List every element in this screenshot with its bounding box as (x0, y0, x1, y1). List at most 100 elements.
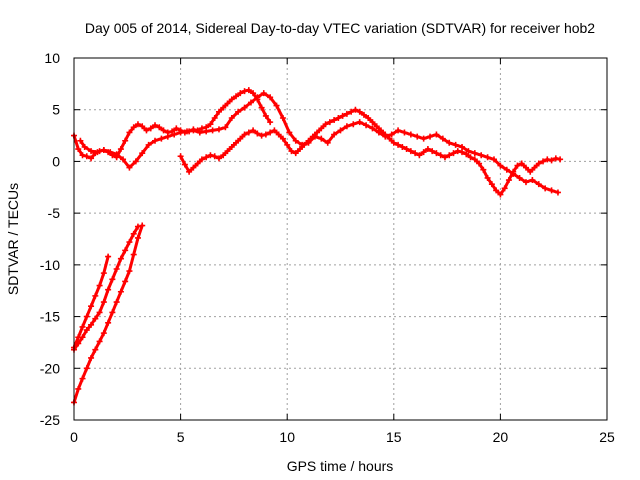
data-point (79, 152, 86, 159)
data-point (100, 270, 107, 277)
grid (74, 58, 607, 420)
series-trace-d (71, 222, 146, 406)
data-point (215, 155, 222, 162)
data-point (100, 330, 107, 337)
data-point (420, 149, 427, 156)
data-point (395, 141, 402, 148)
data-point (476, 160, 483, 167)
data-point (190, 164, 197, 171)
data-point (267, 129, 274, 136)
data-point (331, 117, 338, 124)
data-point (450, 150, 457, 157)
data-point (132, 158, 139, 165)
data-point (420, 135, 427, 142)
data-point (237, 135, 244, 142)
data-point (365, 114, 372, 121)
data-point (286, 129, 293, 136)
data-point (181, 161, 188, 168)
data-point (88, 321, 95, 328)
data-point (452, 141, 459, 148)
data-point (211, 114, 218, 121)
data-point (207, 152, 214, 159)
data-point (503, 166, 510, 173)
data-point (542, 185, 549, 192)
data-point (117, 146, 124, 153)
data-point (544, 156, 551, 163)
x-tick-label: 20 (493, 429, 509, 445)
data-point (324, 139, 331, 146)
data-point (522, 164, 529, 171)
data-point (339, 112, 346, 119)
y-tick-label: 0 (52, 153, 60, 169)
series-trace-c (177, 106, 564, 198)
data-point (88, 155, 95, 162)
data-point (113, 265, 120, 272)
y-tick-label: 10 (44, 50, 60, 66)
data-point (254, 94, 261, 101)
data-point (81, 143, 88, 150)
data-point (241, 104, 248, 111)
data-point (386, 135, 393, 142)
data-point (343, 110, 350, 117)
data-point (117, 255, 124, 262)
data-point (245, 129, 252, 136)
data-point (254, 130, 261, 137)
data-point (122, 247, 129, 254)
data-point (88, 303, 95, 310)
data-point (77, 137, 84, 144)
data-point (198, 156, 205, 163)
data-point (412, 150, 419, 157)
data-point (488, 181, 495, 188)
y-axis-label: SDTVAR / TECUs (5, 183, 21, 295)
data-point (335, 114, 342, 121)
data-point (337, 127, 344, 134)
data-point (207, 121, 214, 128)
data-point (352, 106, 359, 113)
data-point (190, 127, 197, 134)
data-point (326, 119, 333, 126)
data-point (491, 156, 498, 163)
data-point (139, 222, 146, 229)
data-point (497, 191, 504, 198)
data-point (164, 133, 171, 140)
data-point (403, 146, 410, 153)
y-tick-label: -15 (40, 309, 60, 325)
series-trace-e (71, 253, 112, 351)
data-point (134, 234, 141, 241)
data-point (531, 164, 538, 171)
data-point (109, 309, 116, 316)
data-point (88, 148, 95, 155)
data-point (228, 114, 235, 121)
data-point (215, 108, 222, 115)
data-point (158, 135, 165, 142)
data-point (215, 126, 222, 133)
data-point (258, 104, 265, 111)
data-point (463, 151, 470, 158)
series-trace (72, 224, 144, 404)
data-point (203, 128, 210, 135)
data-point (279, 114, 286, 121)
data-point (228, 96, 235, 103)
data-point (331, 131, 338, 138)
data-point (322, 121, 329, 128)
data-point (233, 139, 240, 146)
data-point (198, 125, 205, 132)
data-point (388, 131, 395, 138)
data-point (369, 119, 376, 126)
data-point (390, 139, 397, 146)
x-tick-label: 25 (599, 429, 615, 445)
plot-frame (73, 57, 608, 421)
data-point (497, 162, 504, 169)
data-point (139, 123, 146, 130)
data-point (83, 153, 90, 160)
data-point (554, 189, 561, 196)
data-point (171, 131, 178, 138)
data-point (92, 292, 99, 299)
data-point (75, 146, 82, 153)
data-point (318, 125, 325, 132)
data-point (433, 150, 440, 157)
data-point (79, 375, 86, 382)
data-point (145, 141, 152, 148)
data-point (233, 93, 240, 100)
